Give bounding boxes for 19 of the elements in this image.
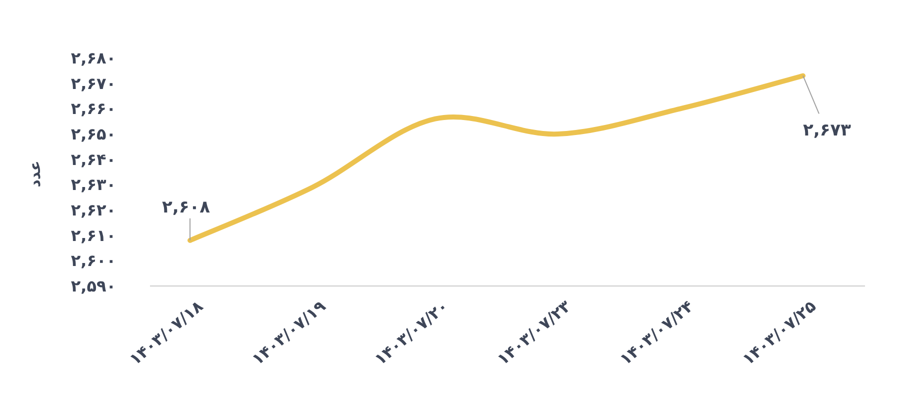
x-tick-label: ۱۴۰۳/۰۷/۱۹ [248,296,330,369]
x-tick-label: ۱۴۰۳/۰۷/۲۳ [493,296,575,369]
data-label: ۲,۶۰۸ [162,197,211,218]
y-tick-label: ۲,۵۹۰ [70,276,116,296]
y-tick-label: ۲,۶۲۰ [70,200,116,220]
y-tick-label: ۲,۶۵۰ [70,124,116,144]
data-label: ۲,۶۷۳ [803,120,852,141]
x-tick-label: ۱۴۰۳/۰۷/۲۰ [370,296,452,369]
y-tick-label: ۲,۶۸۰ [70,48,116,68]
x-tick-label: ۱۴۰۳/۰۷/۲۴ [616,296,698,369]
y-tick-label: ۲,۶۳۰ [70,175,116,194]
y-tick-label: ۲,۶۶۰ [70,99,116,118]
y-tick-label: ۲,۶۱۰ [70,226,116,245]
x-tick-label: ۱۴۰۳/۰۷/۲۵ [738,296,820,369]
y-tick-label: ۲,۶۰۰ [70,251,116,270]
y-tick-label: ۲,۶۴۰ [70,150,116,169]
x-tick-label: ۱۴۰۳/۰۷/۱۸ [126,296,207,369]
y-axis-title: عدد [26,160,44,188]
y-tick-label: ۲,۶۷۰ [70,74,116,93]
